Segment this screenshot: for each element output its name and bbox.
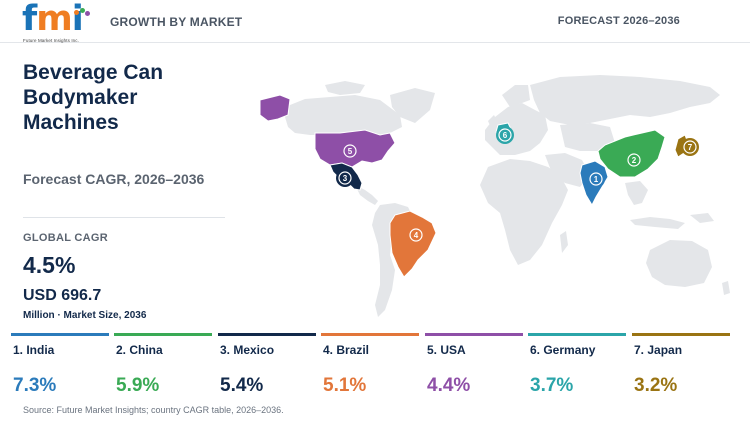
card-accent-bar	[528, 333, 626, 336]
country-cagr: 4.4%	[427, 375, 471, 396]
marker-mexico[interactable]: 3	[336, 169, 354, 187]
svg-text:2: 2	[632, 156, 637, 165]
global-cagr-value: 4.5%	[23, 252, 76, 278]
card-accent-bar	[425, 333, 523, 336]
market-size-label: Million · Market Size, 2036	[23, 310, 147, 321]
source-note: Source: Future Market Insights; country …	[23, 405, 284, 415]
marker-brazil[interactable]: 4	[407, 226, 425, 244]
card-accent-bar	[321, 333, 419, 336]
country-cagr: 3.7%	[530, 375, 574, 396]
marker-usa[interactable]: 5	[341, 142, 359, 160]
country-card-india[interactable]: 1. India 7.3%	[11, 333, 109, 397]
country-name: 5. USA	[427, 343, 466, 357]
card-accent-bar	[218, 333, 316, 336]
country-name: 7. Japan	[634, 343, 683, 357]
country-cagr: 3.2%	[634, 375, 678, 396]
svg-text:4: 4	[414, 231, 419, 240]
country-card-mexico[interactable]: 3. Mexico 5.4%	[218, 333, 316, 397]
country-brazil[interactable]	[389, 210, 437, 278]
country-card-china[interactable]: 2. China 5.9%	[114, 333, 212, 397]
country-card-usa[interactable]: 5. USA 4.4%	[425, 333, 523, 397]
divider	[23, 217, 225, 218]
card-accent-bar	[632, 333, 730, 336]
svg-text:1: 1	[594, 175, 599, 184]
section-label: GROWTH BY MARKET	[110, 15, 243, 29]
marker-china[interactable]: 2	[625, 151, 643, 169]
global-cagr-label: GLOBAL CAGR	[23, 232, 108, 244]
header-bar: fmi Future Market Insights Inc. GROWTH B…	[0, 0, 750, 43]
world-landmass	[285, 75, 730, 317]
marker-germany[interactable]: 6	[496, 126, 514, 144]
country-card-germany[interactable]: 6. Germany 3.7%	[528, 333, 626, 397]
country-cagr: 5.9%	[116, 375, 160, 396]
card-accent-bar	[11, 333, 109, 336]
country-name: 4. Brazil	[323, 343, 370, 357]
svg-text:3: 3	[343, 174, 348, 183]
page-title: Beverage Can Bodymaker Machines	[23, 61, 164, 134]
marker-india[interactable]: 1	[587, 170, 605, 188]
svg-text:7: 7	[688, 143, 693, 152]
logo-dots-icon	[74, 8, 90, 18]
country-card-brazil[interactable]: 4. Brazil 5.1%	[321, 333, 419, 397]
logo-tagline: Future Market Insights Inc.	[23, 38, 79, 43]
country-cagr: 5.1%	[323, 375, 367, 396]
country-name: 2. China	[116, 343, 163, 357]
country-name: 3. Mexico	[220, 343, 275, 357]
page-subtitle: Forecast CAGR, 2026–2036	[23, 171, 205, 187]
world-map: 5 3 4 6 2 1 7	[259, 75, 730, 317]
fmi-logo[interactable]: fmi Future Market Insights Inc.	[22, 2, 92, 46]
country-name: 1. India	[13, 343, 55, 357]
country-cagr: 7.3%	[13, 375, 57, 396]
marker-japan[interactable]: 7	[681, 138, 699, 156]
country-card-japan[interactable]: 7. Japan 3.2%	[632, 333, 730, 397]
country-cagr: 5.4%	[220, 375, 264, 396]
country-cards: 1. India 7.3% 2. China 5.9% 3. Mexico 5.…	[11, 333, 735, 397]
forecast-period-label: FORECAST 2026–2036	[557, 15, 680, 27]
svg-text:5: 5	[348, 147, 353, 156]
card-accent-bar	[114, 333, 212, 336]
market-size-value: USD 696.7	[23, 287, 102, 304]
country-name: 6. Germany	[530, 343, 596, 357]
svg-text:6: 6	[503, 131, 508, 140]
